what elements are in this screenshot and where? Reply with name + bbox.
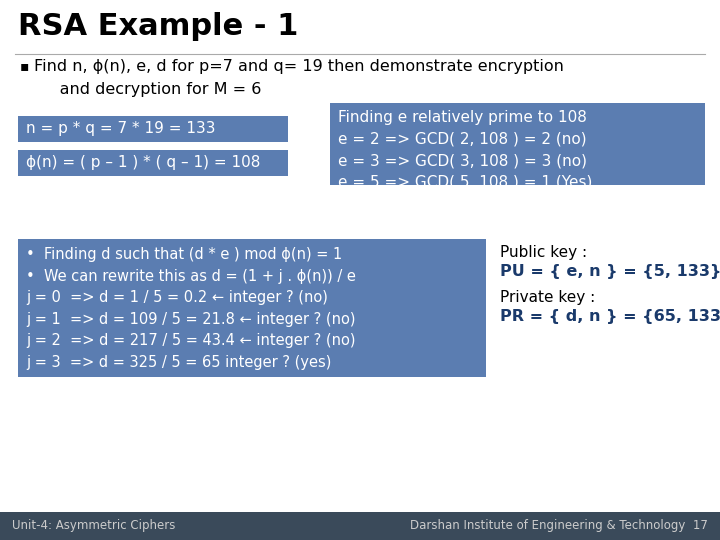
FancyBboxPatch shape [18,150,288,176]
Text: •  Finding d such that (d * e ) mod ϕ(n) = 1
•  We can rewrite this as d = (1 + : • Finding d such that (d * e ) mod ϕ(n) … [26,247,356,370]
FancyBboxPatch shape [18,116,288,142]
Text: Finding e relatively prime to 108
e = 2 => GCD( 2, 108 ) = 2 (no)
e = 3 => GCD( : Finding e relatively prime to 108 e = 2 … [338,110,593,190]
Text: PU = { e, n } = {5, 133}: PU = { e, n } = {5, 133} [500,264,720,279]
FancyBboxPatch shape [18,239,486,377]
FancyBboxPatch shape [330,103,705,185]
Text: Find n, ϕ(n), e, d for p=7 and q= 19 then demonstrate encryption
     and decryp: Find n, ϕ(n), e, d for p=7 and q= 19 the… [34,59,564,97]
Text: Unit-4: Asymmetric Ciphers: Unit-4: Asymmetric Ciphers [12,519,176,532]
Text: Public key :: Public key : [500,245,587,260]
Text: ϕ(n) = ( p – 1 ) * ( q – 1) = 108: ϕ(n) = ( p – 1 ) * ( q – 1) = 108 [26,156,261,171]
Text: RSA Example - 1: RSA Example - 1 [18,12,298,41]
Text: ▪: ▪ [20,59,30,73]
Text: Private key :: Private key : [500,290,595,305]
Text: Darshan Institute of Engineering & Technology  17: Darshan Institute of Engineering & Techn… [410,519,708,532]
FancyBboxPatch shape [0,512,720,540]
Text: n = p * q = 7 * 19 = 133: n = p * q = 7 * 19 = 133 [26,122,215,137]
Text: PR = { d, n } = {65, 133}: PR = { d, n } = {65, 133} [500,309,720,324]
